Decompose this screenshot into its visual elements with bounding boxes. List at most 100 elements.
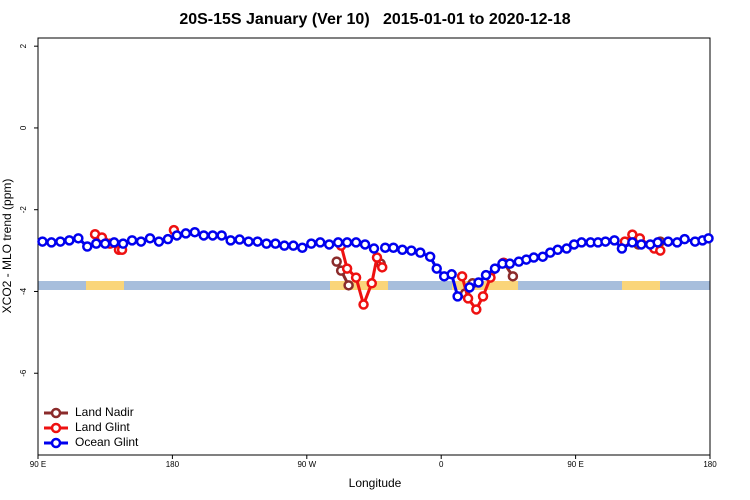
data-point (162, 233, 174, 245)
legend-marker (50, 407, 62, 419)
data-point (234, 234, 245, 245)
data-point (366, 278, 378, 289)
x-tick-label: 90 W (297, 460, 316, 469)
legend-label: Land Nadir (75, 405, 134, 419)
data-point (477, 291, 489, 302)
data-point (552, 244, 563, 256)
data-point (462, 293, 474, 304)
land-strip (86, 281, 124, 290)
data-point (576, 237, 587, 248)
data-point (537, 251, 548, 262)
data-point (252, 236, 263, 247)
data-point (358, 299, 369, 310)
data-point (225, 235, 236, 246)
land-strip (622, 281, 660, 290)
data-point (126, 235, 138, 246)
data-point (135, 236, 147, 247)
data-point (452, 291, 463, 302)
data-point (397, 244, 408, 256)
legend-marker (50, 422, 62, 434)
data-point (323, 239, 335, 250)
data-point (561, 243, 572, 254)
data-point (473, 277, 484, 288)
x-tick-label: 90 E (567, 460, 583, 469)
data-point (350, 272, 362, 283)
data-point (73, 233, 84, 244)
x-axis-label: Longitude (349, 476, 402, 490)
data-point (636, 239, 647, 250)
data-point (359, 239, 371, 250)
data-point (371, 252, 383, 263)
data-point (446, 269, 457, 280)
y-tick-label: -2 (19, 206, 28, 214)
data-point (180, 228, 192, 239)
data-point (99, 238, 111, 249)
data-point (55, 236, 66, 247)
y-tick-label: 2 (19, 43, 28, 48)
data-point (341, 237, 353, 248)
x-tick-label: 180 (703, 460, 717, 469)
data-point (117, 238, 129, 249)
data-point (600, 236, 611, 247)
data-point (368, 243, 380, 254)
data-point (314, 237, 326, 248)
data-point (652, 237, 663, 248)
data-point (261, 238, 272, 249)
data-point (379, 242, 391, 253)
data-point (616, 243, 628, 254)
data-point (198, 230, 210, 241)
data-point (507, 271, 519, 282)
data-point (82, 241, 93, 252)
data-point (627, 237, 638, 248)
x-tick-label: 180 (166, 460, 180, 469)
land-strip (452, 281, 518, 290)
data-point (655, 245, 666, 256)
data-point (270, 238, 281, 249)
data-point (480, 269, 492, 281)
data-point (288, 240, 299, 251)
data-point (464, 282, 475, 293)
data-point (528, 252, 540, 263)
data-point (343, 280, 354, 291)
data-point (415, 247, 426, 258)
data-point (504, 258, 516, 269)
data-point (489, 263, 501, 274)
data-point (297, 242, 308, 253)
data-point (108, 237, 120, 248)
data-point (46, 237, 57, 248)
y-axis-label: XCO2 - MLO trend (ppm) (0, 179, 14, 314)
legend-marker (50, 437, 62, 449)
data-point (350, 237, 362, 248)
data-point (331, 256, 342, 267)
data-point (64, 235, 75, 246)
data-point (279, 240, 290, 251)
data-point (703, 233, 714, 244)
data-point (376, 262, 388, 273)
y-tick-label: 0 (19, 125, 28, 130)
data-point (609, 235, 620, 246)
data-point (471, 304, 482, 315)
data-point (243, 236, 254, 247)
legend-label: Ocean Glint (75, 435, 139, 449)
data-point (144, 233, 156, 244)
x-tick-label: 90 E (30, 460, 46, 469)
data-point (90, 238, 102, 249)
data-point (424, 251, 436, 262)
data-point (341, 263, 353, 274)
data-point (216, 230, 227, 241)
y-tick-label: -4 (19, 287, 28, 295)
data-point (306, 238, 317, 249)
data-point (171, 230, 183, 241)
data-point (679, 233, 690, 245)
y-tick-label: -6 (19, 369, 28, 377)
plot-frame (37, 37, 711, 456)
data-point (456, 271, 468, 282)
data-point (207, 230, 218, 241)
data-point (153, 236, 165, 247)
data-point (431, 263, 442, 274)
data-point (662, 236, 674, 247)
data-point (406, 245, 417, 256)
data-point (37, 236, 48, 247)
legend-label: Land Glint (75, 420, 130, 434)
